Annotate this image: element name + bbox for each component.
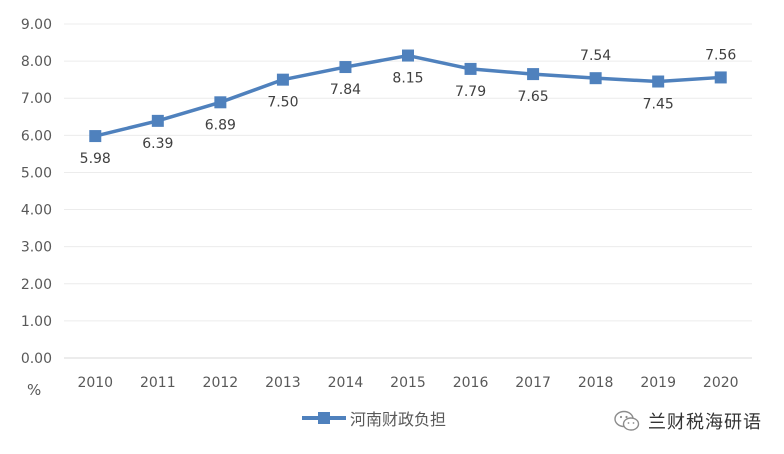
data-point (589, 72, 602, 85)
data-label: 7.54 (580, 48, 611, 64)
x-tick-label: 2011 (140, 375, 176, 391)
y-tick-label: 6.00 (21, 128, 52, 144)
watermark: 兰财税海研语 (614, 407, 762, 435)
data-label: 6.89 (205, 117, 236, 133)
x-tick-label: 2020 (703, 375, 739, 391)
y-tick-label: 1.00 (21, 314, 52, 330)
series-line (94, 53, 721, 138)
y-tick-label: 5.00 (21, 165, 52, 181)
data-label: 5.98 (80, 151, 111, 167)
y-tick-label: 0.00 (21, 351, 52, 367)
legend: 河南财政负担 (302, 407, 446, 429)
data-point (89, 130, 102, 143)
data-point (464, 62, 477, 75)
data-label: 7.84 (330, 82, 361, 98)
y-tick-label: 8.00 (21, 54, 52, 70)
x-tick-label: 2016 (453, 375, 489, 391)
data-point (151, 114, 164, 127)
x-tick-label: 2013 (265, 375, 301, 391)
data-point (652, 75, 665, 88)
x-tick-label: 2015 (390, 375, 426, 391)
y-tick-label: 7.00 (21, 91, 52, 107)
y-tick-label: 4.00 (21, 203, 52, 219)
data-label: 7.65 (518, 89, 549, 105)
data-point (276, 73, 289, 86)
x-tick-label: 2014 (328, 375, 364, 391)
watermark-text: 兰财税海研语 (648, 412, 762, 433)
data-point (402, 49, 414, 62)
x-tick-label: 2010 (77, 375, 113, 391)
data-point (714, 71, 727, 84)
legend-series-label: 河南财政负担 (350, 410, 447, 429)
x-tick-label: 2019 (640, 375, 676, 391)
y-tick-label: 9.00 (21, 17, 52, 33)
data-label: 7.50 (267, 95, 298, 111)
data-point (339, 61, 352, 74)
y-tick-label: 2.00 (21, 277, 52, 293)
data-label: 6.39 (142, 136, 173, 152)
data-label: 8.15 (392, 71, 423, 87)
legend-series-swatch (302, 407, 346, 429)
data-point (527, 68, 540, 81)
x-tick-label: 2018 (578, 375, 614, 391)
wechat-icon (614, 410, 640, 431)
data-label: 7.56 (705, 47, 736, 63)
x-tick-label: 2012 (203, 375, 239, 391)
data-label: 7.45 (643, 97, 674, 113)
y-axis-unit-label: % (27, 381, 42, 399)
data-label: 7.79 (455, 84, 486, 100)
data-point (214, 96, 227, 109)
x-tick-label: 2017 (515, 375, 551, 391)
y-tick-label: 3.00 (21, 240, 52, 256)
